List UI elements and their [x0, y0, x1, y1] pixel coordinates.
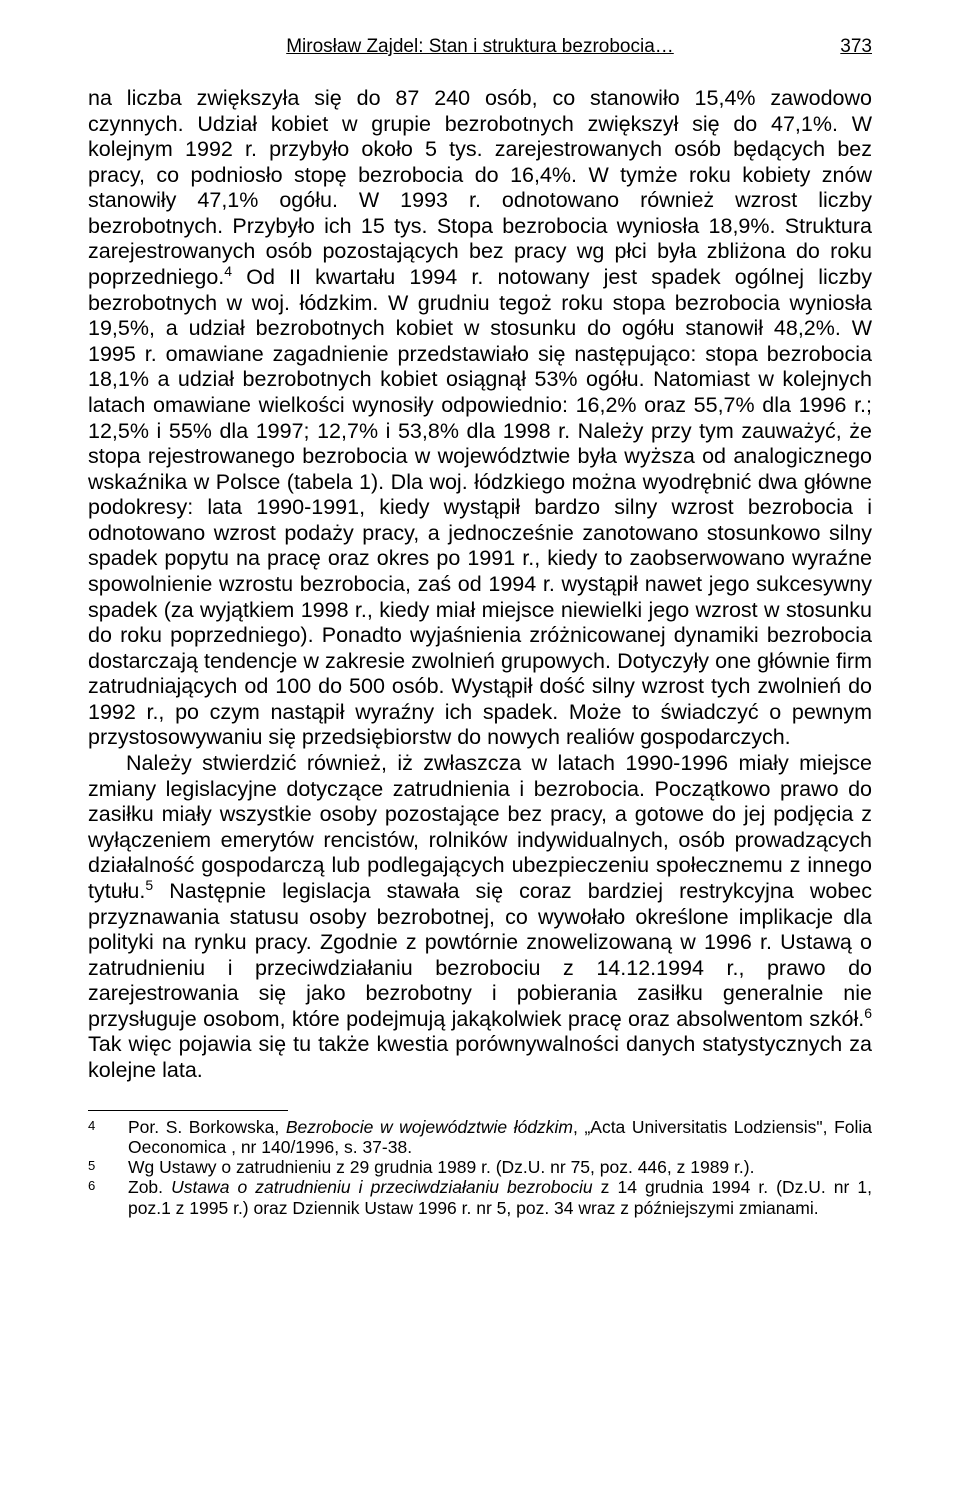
footnote-ref-6: 6	[864, 1005, 872, 1021]
paragraph-2c: Tak więc pojawia się tu także kwestia po…	[88, 1032, 872, 1082]
footnote-5: 5 Wg Ustawy o zatrudnieniu z 29 grudnia …	[88, 1157, 872, 1177]
page-number: 373	[840, 36, 872, 58]
footnote-separator	[88, 1110, 288, 1111]
running-head: Mirosław Zajdel: Stan i struktura bezrob…	[88, 36, 872, 58]
footnote-ref-4: 4	[224, 263, 232, 279]
footnote-6-text-italic: Ustawa o zatrudnieniu i przeciwdziałaniu…	[171, 1177, 593, 1197]
footnote-5-text: Wg Ustawy o zatrudnieniu z 29 grudnia 19…	[128, 1157, 872, 1177]
body-text: na liczba zwiększyła się do 87 240 osób,…	[88, 86, 872, 1084]
paragraph-2b: Następnie legislacja stawała się coraz b…	[88, 879, 872, 1031]
paragraph-1a: na liczba zwiększyła się do 87 240 osób,…	[88, 86, 872, 289]
footnote-ref-5: 5	[145, 877, 153, 893]
footnote-4-text: Por. S. Borkowska, Bezrobocie w wojewódz…	[128, 1117, 872, 1158]
footnote-4-marker: 4	[88, 1117, 128, 1158]
footnote-6-marker: 6	[88, 1177, 128, 1218]
paragraph-1: na liczba zwiększyła się do 87 240 osób,…	[88, 86, 872, 751]
footnote-4-text-a: Por. S. Borkowska,	[128, 1117, 286, 1137]
paragraph-2: Należy stwierdzić również, iż zwłaszcza …	[88, 751, 872, 1084]
footnote-5-marker: 5	[88, 1157, 128, 1177]
page: Mirosław Zajdel: Stan i struktura bezrob…	[0, 0, 960, 1495]
footnotes: 4 Por. S. Borkowska, Bezrobocie w wojewó…	[88, 1117, 872, 1218]
running-head-title: Mirosław Zajdel: Stan i struktura bezrob…	[286, 36, 674, 57]
footnote-6-text: Zob. Ustawa o zatrudnieniu i przeciwdzia…	[128, 1177, 872, 1218]
paragraph-1b: Od II kwartału 1994 r. notowany jest spa…	[88, 265, 872, 749]
footnote-6-text-a: Zob.	[128, 1177, 171, 1197]
footnote-4-text-italic: Bezrobocie w województwie łódzkim	[286, 1117, 573, 1137]
footnote-4: 4 Por. S. Borkowska, Bezrobocie w wojewó…	[88, 1117, 872, 1158]
footnote-6: 6 Zob. Ustawa o zatrudnieniu i przeciwdz…	[88, 1177, 872, 1218]
